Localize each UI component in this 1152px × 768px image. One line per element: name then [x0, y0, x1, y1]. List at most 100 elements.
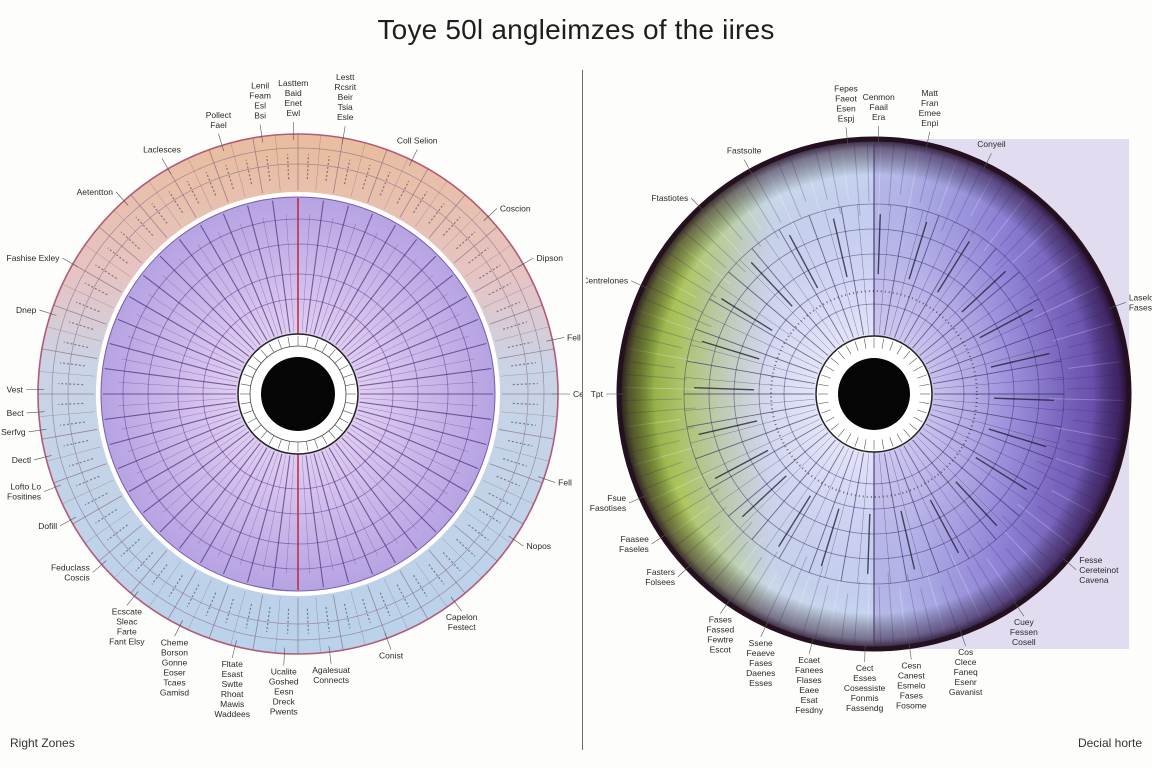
outer-sector-line	[252, 594, 263, 651]
pupil-tick	[863, 439, 867, 450]
pupil-tick	[889, 341, 894, 351]
outer-sector-line	[482, 480, 534, 505]
outer-sector-line	[208, 585, 229, 639]
iris-spoke	[305, 200, 324, 333]
iris-spoke	[778, 229, 845, 343]
iris-spoke	[894, 215, 940, 338]
left-zone-leader	[92, 560, 107, 573]
outer-sector-line	[46, 446, 102, 462]
pupil-tick	[917, 374, 927, 379]
outer-sector-mark	[502, 321, 528, 330]
pupil-tick	[854, 437, 859, 447]
right-zone-label: Ssene Feaeve Fases Daenes Esses	[746, 638, 775, 688]
pupil-tick	[321, 343, 328, 353]
iris-spoke	[148, 428, 247, 495]
iris-spoke	[128, 296, 245, 364]
iris-spoke	[925, 423, 1039, 490]
pupil-tick	[913, 365, 923, 372]
iris-marker	[908, 221, 928, 280]
outer-sector-mark	[68, 458, 94, 467]
pupil-tick	[343, 410, 353, 415]
left-zone-leader	[62, 257, 79, 268]
outer-sector-line	[53, 304, 107, 325]
iris-spoke	[104, 401, 237, 420]
outer-sector-mark	[511, 362, 537, 367]
left-zone-leader	[43, 484, 61, 492]
iris-spoke	[933, 399, 1064, 411]
iris-spoke	[728, 271, 829, 356]
outer-sector-line	[275, 134, 281, 191]
outer-sector-mark	[107, 524, 128, 541]
outer-sector-mark	[95, 509, 117, 524]
outer-sector-mark	[168, 191, 183, 213]
right-zone-label: Matt Fran Emee Enpi	[919, 88, 941, 128]
left-zone-label: Serfvg	[1, 427, 26, 437]
iris-spoke	[305, 455, 324, 588]
outer-sector-line	[498, 429, 555, 440]
iris-spoke	[285, 455, 295, 574]
left-zone-leader	[517, 257, 534, 268]
right-zone-leader	[864, 643, 866, 662]
iris-spoke	[356, 413, 469, 453]
right-zone-leader	[720, 598, 731, 614]
right-zone-label: Tpt	[591, 389, 604, 399]
pupil-tick	[830, 423, 839, 431]
right-zone-label: Cesn Canest Esmelo Fases Fosome	[896, 660, 927, 710]
iris-marker	[714, 449, 769, 480]
iris-spoke	[684, 377, 815, 389]
left-zone-label: Lofto Lo Fositines	[7, 481, 41, 501]
outer-sector-line	[148, 560, 182, 608]
outer-sector-mark	[362, 164, 371, 190]
outer-sector-mark	[479, 509, 501, 524]
outer-sector-mark	[120, 231, 140, 250]
right-zone-leader	[677, 564, 692, 577]
pupil-tick	[253, 356, 262, 364]
pupil-tick	[334, 424, 343, 432]
pupil-tick	[328, 349, 336, 358]
iris-spoke	[840, 206, 865, 335]
outer-sector-mark	[151, 203, 168, 224]
pupil-tick	[913, 416, 923, 423]
left-zone-label: Conist	[379, 651, 404, 661]
iris-spoke	[341, 255, 437, 351]
outer-sector-mark	[379, 592, 391, 616]
outer-sector-mark	[511, 421, 537, 426]
left-zone-label: Ecscate Sleac Farte Fant Elsy	[109, 606, 145, 646]
outer-sector-line	[501, 371, 558, 377]
outer-sector-line	[489, 304, 543, 325]
iris-spoke	[328, 447, 396, 564]
iris-spoke	[357, 342, 487, 379]
iris-spoke	[923, 284, 1030, 360]
iris-spoke	[903, 445, 970, 559]
left-zone-label: Cel	[573, 389, 582, 399]
iris-spoke	[200, 224, 268, 341]
iris-spoke	[118, 397, 237, 407]
iris-marker	[694, 387, 755, 391]
left-zone-leader	[508, 535, 524, 547]
pupil-tick	[889, 437, 894, 447]
iris-spoke	[751, 248, 836, 349]
left-zone-label: Lestt Rcsrit Beir Tsia Esle	[334, 72, 356, 122]
outer-sector-line	[62, 480, 114, 505]
pupil-tick	[240, 383, 251, 386]
pupil-tick	[247, 417, 257, 424]
outer-sector-line	[130, 194, 168, 238]
right-zone-leader	[651, 533, 667, 545]
iris-spoke	[179, 440, 258, 530]
right-zone-label: Faasee Faseles	[619, 534, 649, 554]
iris-spoke	[117, 417, 241, 470]
pupil-tick	[334, 356, 343, 364]
iris-spoke	[764, 443, 840, 550]
outer-sector-line	[384, 578, 409, 630]
iris-spoke	[857, 204, 869, 335]
outer-sector-mark	[306, 154, 310, 180]
pupil-tick	[345, 383, 356, 386]
pupil-tick	[825, 365, 835, 372]
pupil-tick	[896, 345, 903, 355]
left-zone-leader	[59, 516, 76, 527]
iris-spoke	[301, 214, 311, 333]
outer-sector-line	[428, 550, 466, 594]
outer-sector-line	[38, 371, 95, 377]
iris-spoke	[933, 377, 1064, 389]
outer-sector-line	[494, 446, 550, 462]
